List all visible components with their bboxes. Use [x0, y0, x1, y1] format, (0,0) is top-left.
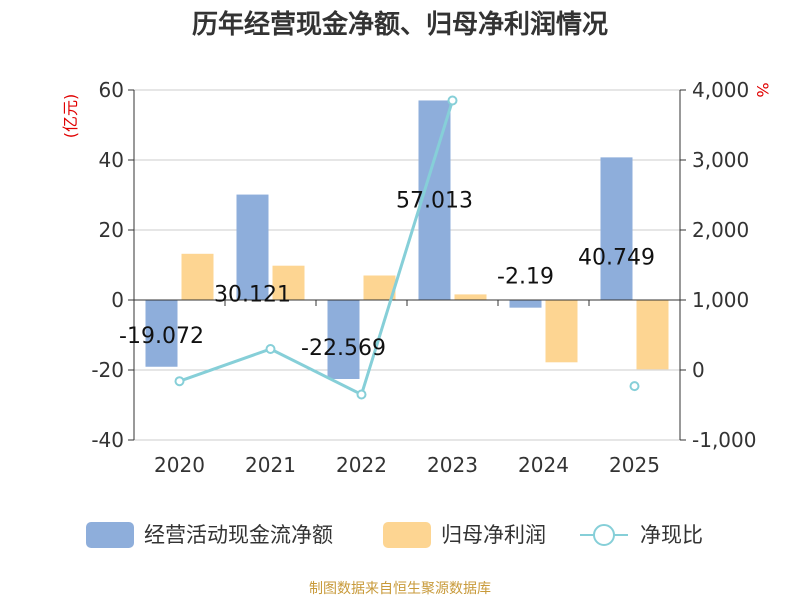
legend-marker-ratio [593, 524, 615, 546]
source-note: 制图数据来自恒生聚源数据库 [309, 581, 491, 597]
legend: 经营活动现金流净额 归母净利润 净现比 [86, 522, 703, 548]
bar-cashflow [327, 300, 360, 379]
bar-cashflow [418, 100, 451, 300]
legend-label-cashflow: 经营活动现金流净额 [144, 523, 333, 547]
bar-profit [272, 265, 305, 300]
left-tick-label: 60 [99, 78, 124, 102]
x-tick-label: 2025 [609, 453, 660, 477]
ratio-point [629, 381, 640, 392]
ratio-point [174, 376, 185, 387]
chart-title: 历年经营现金净额、归母净利润情况 [192, 9, 608, 40]
bar-profit [545, 300, 578, 363]
right-tick-label: 3,000 [692, 148, 749, 172]
bar-profit [181, 253, 214, 300]
data-label-cashflow: -22.569 [301, 336, 386, 361]
left-tick-label: -20 [91, 358, 124, 382]
bar-profit [636, 300, 669, 370]
left-tick-label: 0 [111, 288, 124, 312]
bar-cashflow [509, 300, 542, 308]
bars [145, 100, 669, 379]
ratio-point [356, 389, 367, 400]
right-axis-unit: % [753, 82, 772, 97]
legend-swatch-profit [383, 522, 431, 548]
x-tick-label: 2024 [518, 453, 569, 477]
left-tick-label: 20 [99, 218, 124, 242]
ratio-point [265, 344, 276, 354]
bar-cashflow [145, 300, 178, 367]
x-tick-label: 2023 [427, 453, 478, 477]
left-tick-label: -40 [91, 428, 124, 452]
left-axis-unit: (亿元) [61, 94, 80, 139]
bar-cashflow [600, 157, 633, 300]
bar-profit [454, 294, 487, 300]
data-label-cashflow: 57.013 [396, 188, 473, 213]
ratio-line [174, 95, 640, 400]
data-label-cashflow: -2.19 [497, 265, 554, 290]
data-label-cashflow: 30.121 [214, 283, 291, 308]
bar-cashflow [236, 194, 269, 300]
right-tick-label: 1,000 [692, 288, 749, 312]
ratio-point [447, 95, 458, 106]
legend-label-ratio: 净现比 [640, 523, 703, 547]
x-tick-label: 2020 [154, 453, 205, 477]
legend-label-profit: 归母净利润 [441, 523, 546, 547]
right-tick-label: 0 [692, 358, 705, 382]
right-tick-label: 4,000 [692, 78, 749, 102]
left-tick-label: 40 [99, 148, 124, 172]
x-tick-label: 2021 [245, 453, 296, 477]
axes [128, 89, 686, 441]
data-label-cashflow: -19.072 [119, 324, 204, 349]
tick-labels: -40 -1,000 -20 0 0 1,000 20 2,000 40 3,000 60 4,000… [91, 78, 756, 477]
data-label-cashflow: 40.749 [578, 245, 655, 270]
ratio-line-segment [178, 100, 454, 397]
x-tick-label: 2022 [336, 453, 387, 477]
bar-profit [363, 275, 396, 300]
right-tick-label: -1,000 [692, 428, 756, 452]
legend-swatch-cashflow [86, 522, 134, 548]
data-labels: -19.072 30.121 -22.569 57.013 -2.19 40.749 [119, 188, 655, 361]
right-tick-label: 2,000 [692, 218, 749, 242]
